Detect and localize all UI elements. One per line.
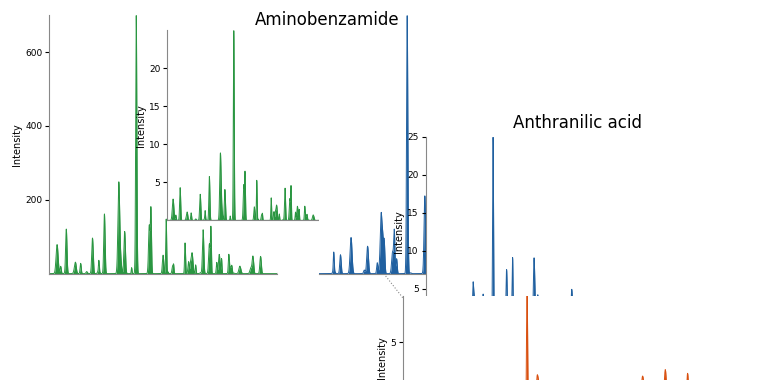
Text: Aminobenzamide: Aminobenzamide — [255, 11, 399, 29]
Y-axis label: Intensity: Intensity — [12, 123, 23, 166]
Y-axis label: Intensity: Intensity — [377, 336, 388, 378]
Y-axis label: Intensity: Intensity — [394, 211, 404, 253]
Y-axis label: Intensity: Intensity — [136, 104, 146, 147]
Text: Anthranilic acid: Anthranilic acid — [513, 114, 642, 132]
